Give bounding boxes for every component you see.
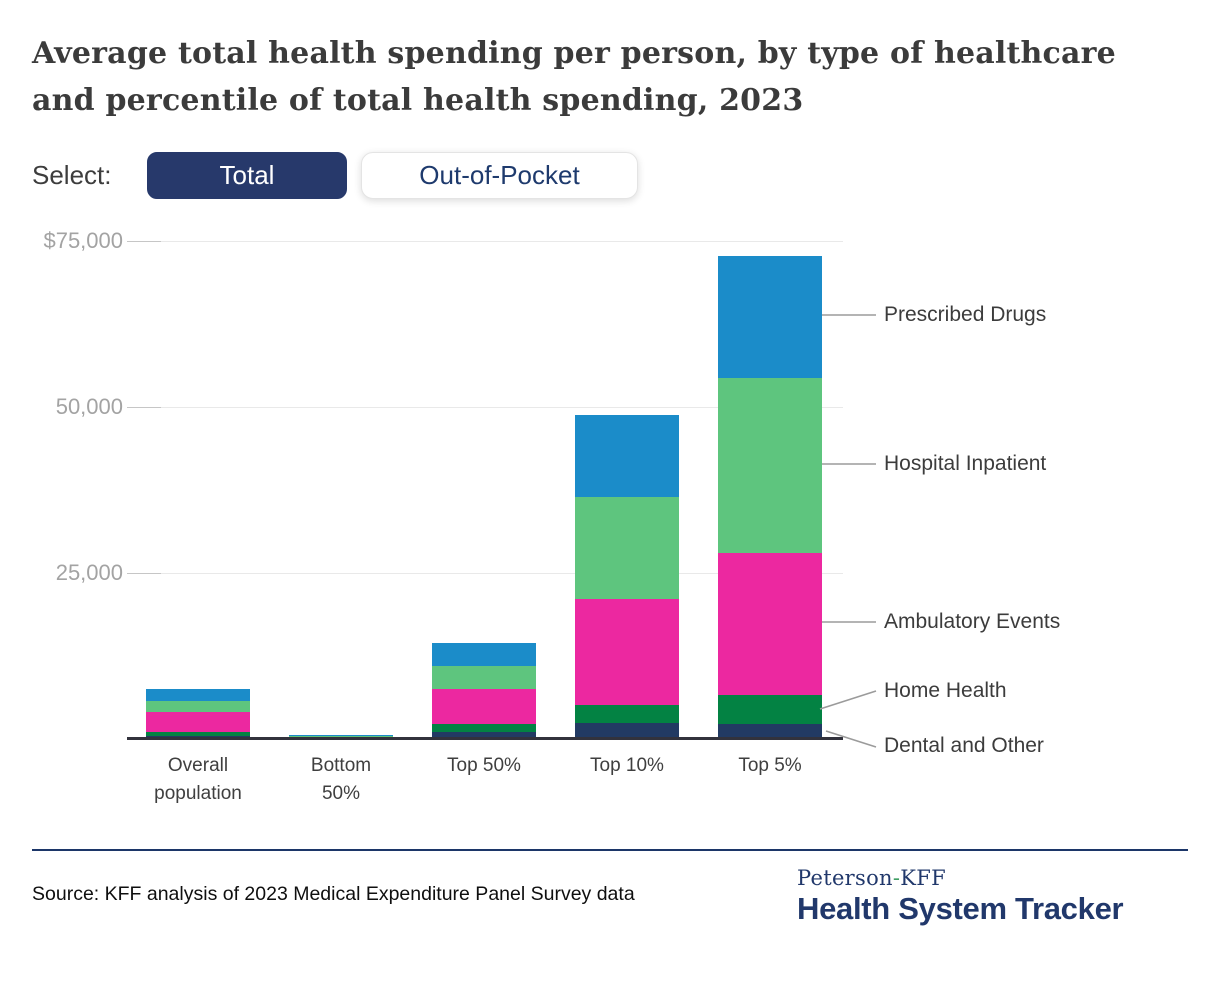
legend-home-health: Home Health xyxy=(884,679,1007,702)
legend-prescribed-drugs: Prescribed Drugs xyxy=(884,303,1047,326)
select-label: Select: xyxy=(32,160,112,190)
x-axis-baseline xyxy=(127,736,843,740)
legend-hospital-inpatient: Hospital Inpatient xyxy=(884,452,1047,475)
gridline-50000 xyxy=(127,406,843,408)
gridline-75000 xyxy=(127,240,843,242)
y-axis-label-50000: 50,000 xyxy=(55,394,123,419)
legend-dental-and-other: Dental and Other xyxy=(884,734,1044,757)
y-axis-label-25000: 25,000 xyxy=(55,560,123,585)
title-suffix: health spending per person, by type of h… xyxy=(32,36,1116,118)
bar-segment-top-10--dental-and-other[interactable] xyxy=(575,723,679,739)
bar-segment-overall-population-home-health[interactable] xyxy=(146,731,250,736)
x-axis-label-overall-population: Overall population xyxy=(154,755,242,804)
footer-divider xyxy=(32,849,1188,851)
logo-hyphen: - xyxy=(892,866,901,890)
bar-segment-overall-population-prescribed-drugs[interactable] xyxy=(146,688,250,701)
x-axis-label-top-10-: Top 10% xyxy=(590,755,664,776)
x-axis-label-top-5-: Top 5% xyxy=(738,755,802,776)
logo-peterson-text: Peterson xyxy=(797,866,893,890)
bar-segment-top-5--hospital-inpatient[interactable] xyxy=(718,378,822,554)
bar-segment-top-5--dental-and-other[interactable] xyxy=(718,724,822,739)
out-of-pocket-button[interactable]: Out-of-Pocket xyxy=(361,152,638,199)
legend-ambulatory-events: Ambulatory Events xyxy=(884,610,1061,633)
title-prefix: Average xyxy=(32,36,178,71)
bar-segment-top-5--prescribed-drugs[interactable] xyxy=(718,256,822,379)
title-bold-word: total xyxy=(177,36,258,71)
bar-segment-top-50--home-health[interactable] xyxy=(432,724,536,733)
y-axis-label-75000: $75,000 xyxy=(43,228,123,253)
y-axis-tick-50000 xyxy=(127,406,161,408)
peterson-kff-logo: Peterson-KFF Health System Tracker xyxy=(797,866,1192,927)
y-axis-tick-25000 xyxy=(127,572,161,574)
logo-health-system-tracker: Health System Tracker xyxy=(797,891,1124,926)
gridline-25000 xyxy=(127,572,843,574)
bar-segment-overall-population-hospital-inpatient[interactable] xyxy=(146,700,250,712)
bar-segment-top-50--dental-and-other[interactable] xyxy=(432,732,536,739)
bar-segment-top-5--home-health[interactable] xyxy=(718,694,822,725)
logo-peterson-kff: Peterson-KFF xyxy=(797,866,1192,890)
bar-segment-top-50--ambulatory-events[interactable] xyxy=(432,688,536,725)
total-button[interactable]: Total xyxy=(147,152,347,199)
bar-segment-top-50--hospital-inpatient[interactable] xyxy=(432,666,536,689)
bar-segment-top-50--prescribed-drugs[interactable] xyxy=(432,643,536,667)
x-axis-label-bottom-50-: Bottom 50% xyxy=(310,755,372,804)
bar-segment-top-5--ambulatory-events[interactable] xyxy=(718,553,822,695)
bar-segment-bottom-50--prescribed-drugs[interactable] xyxy=(289,734,393,736)
bar-segment-top-10--hospital-inpatient[interactable] xyxy=(575,496,679,599)
page-title: Average total health spending per person… xyxy=(32,30,1172,124)
bar-segment-top-10--ambulatory-events[interactable] xyxy=(575,598,679,705)
logo-kff-text: KFF xyxy=(900,866,947,890)
bar-segment-top-10--home-health[interactable] xyxy=(575,704,679,724)
bar-segment-overall-population-ambulatory-events[interactable] xyxy=(146,711,250,732)
x-axis-label-top-50-: Top 50% xyxy=(447,755,521,776)
y-axis-tick-75000 xyxy=(127,240,161,242)
source-note: Source: KFF analysis of 2023 Medical Exp… xyxy=(32,883,635,905)
bar-segment-top-10--prescribed-drugs[interactable] xyxy=(575,415,679,497)
